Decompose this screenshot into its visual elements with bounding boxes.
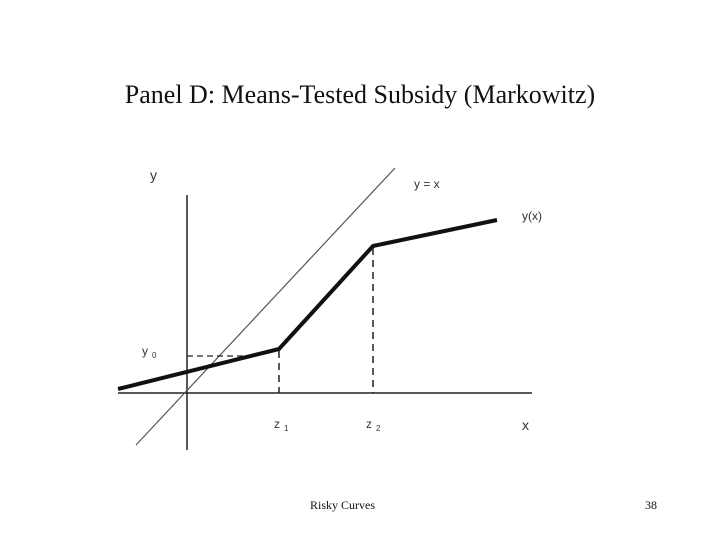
z1-sub: 1 xyxy=(284,424,289,433)
z2-sub: 2 xyxy=(376,424,381,433)
line-45-label: y = x xyxy=(414,177,440,191)
y0-base: y xyxy=(142,344,148,358)
z2-base: z xyxy=(366,417,372,431)
slide-title: Panel D: Means-Tested Subsidy (Markowitz… xyxy=(124,80,596,109)
footer-text: Risky Curves xyxy=(310,498,376,512)
line-y-equals-x xyxy=(135,167,396,446)
z1-base: z xyxy=(274,417,280,431)
curve-y-of-x xyxy=(117,218,498,391)
curve-label: y(x) xyxy=(522,209,542,223)
y0-sub: 0 xyxy=(152,351,157,360)
z1-label: z 1 xyxy=(274,415,289,433)
y-axis-label: y xyxy=(150,167,157,183)
y0-label: y 0 xyxy=(142,342,157,360)
x-axis-label: x xyxy=(522,417,529,433)
page-number: 38 xyxy=(645,498,657,512)
z2-label: z 2 xyxy=(366,415,381,433)
